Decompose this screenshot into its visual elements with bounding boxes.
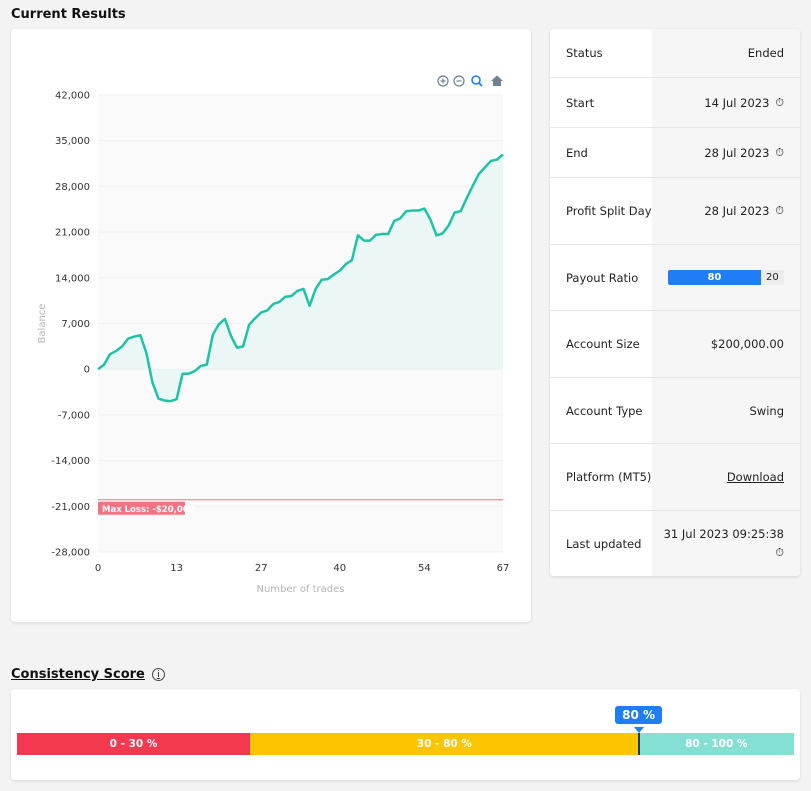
platform-value-cell: Download <box>652 444 800 510</box>
y-tick-label: -7,000 <box>58 410 90 421</box>
y-tick-label: -28,000 <box>51 548 90 559</box>
zoom-in-icon[interactable] <box>437 75 449 87</box>
consistency-score-title: Consistency Score i <box>11 667 165 682</box>
info-icon[interactable]: i <box>151 668 165 681</box>
consistency-score-value: 80 % <box>615 706 662 724</box>
account-type-label: Account Type <box>550 378 652 443</box>
account-size-value: $200,000.00 <box>652 311 800 377</box>
start-value-cell: 14 Jul 2023 ⏱ <box>652 78 800 127</box>
x-tick-label: 67 <box>497 563 510 574</box>
y-tick-label: 0 <box>84 365 90 376</box>
info-row-payout-ratio: Payout Ratio 80 20 <box>550 245 800 311</box>
payout-ratio-label: Payout Ratio <box>550 245 652 310</box>
payout-ratio-bar: 80 20 <box>668 270 784 285</box>
x-tick-label: 54 <box>418 563 431 574</box>
x-tick-label: 40 <box>333 563 346 574</box>
consistency-score-label: Consistency Score <box>11 667 145 682</box>
search-icon[interactable] <box>471 75 483 87</box>
consistency-segment: 30 - 80 % <box>250 733 639 755</box>
profit-split-value-cell: 28 Jul 2023 ⏱ <box>652 178 800 244</box>
account-type-value: Swing <box>652 378 800 443</box>
info-row-status: Status Ended <box>550 29 800 78</box>
balance-chart-card: 42,000 35,000 28,000 21,000 14,000 7,000 0 -7,0… <box>11 29 531 622</box>
max-loss-badge <box>98 501 185 515</box>
payout-firm-share: 20 <box>760 270 784 285</box>
consistency-segment: 0 - 30 % <box>17 733 251 755</box>
clock-icon: ⏱ <box>775 546 784 559</box>
home-icon[interactable] <box>491 75 503 87</box>
start-label: Start <box>550 78 652 127</box>
info-row-account-type: Account Type Swing <box>550 378 800 444</box>
x-axis-title: Number of trades <box>256 584 344 595</box>
x-tick-label: 27 <box>255 563 268 574</box>
x-tick-label: 13 <box>170 563 183 574</box>
info-row-account-size: Account Size $200,000.00 <box>550 311 800 378</box>
x-tick-label: 0 <box>95 563 101 574</box>
balance-line <box>97 153 504 403</box>
profit-split-label: Profit Split Day <box>550 178 652 244</box>
balance-area <box>98 154 503 402</box>
info-row-profit-split: Profit Split Day 28 Jul 2023 ⏱ <box>550 178 800 245</box>
score-marker-pointer <box>633 727 644 733</box>
last-updated-value-cell: 31 Jul 2023 09:25:38 ⏱ <box>652 511 800 576</box>
account-size-label: Account Size <box>550 311 652 377</box>
status-label: Status <box>550 29 652 77</box>
y-tick-label: 42,000 <box>55 91 90 102</box>
y-tick-label: 7,000 <box>61 319 90 330</box>
info-row-start: Start 14 Jul 2023 ⏱ <box>550 78 800 128</box>
end-value: 28 Jul 2023 <box>704 145 770 160</box>
profit-split-value: 28 Jul 2023 <box>704 204 770 218</box>
payout-trader-share: 80 <box>668 270 761 285</box>
consistency-segment: 80 - 100 % <box>638 733 794 755</box>
platform-label: Platform (MT5) <box>550 444 652 510</box>
status-value: Ended <box>652 29 800 77</box>
max-loss-label: Max Loss: -$20,000 <box>102 505 195 515</box>
info-row-end: End 28 Jul 2023 ⏱ <box>550 128 800 178</box>
account-info-table: Status Ended Start 14 Jul 2023 ⏱ End 28 … <box>550 29 800 576</box>
y-tick-label: 14,000 <box>55 273 90 284</box>
zoom-out-icon[interactable] <box>453 75 465 87</box>
y-tick-label: 35,000 <box>55 136 90 147</box>
payout-ratio-cell: 80 20 <box>652 245 800 310</box>
current-results-title: Current Results <box>11 7 126 22</box>
last-updated-label: Last updated <box>550 511 652 576</box>
clock-icon: ⏱ <box>775 95 784 109</box>
score-marker-line <box>637 733 640 755</box>
last-updated-value: 31 Jul 2023 09:25:38 <box>663 527 784 541</box>
consistency-score-bar: 0 - 30 % 30 - 80 % 80 - 100 % <box>17 733 794 755</box>
clock-icon: ⏱ <box>775 145 784 159</box>
end-value-cell: 28 Jul 2023 ⏱ <box>652 128 800 177</box>
start-value: 14 Jul 2023 <box>704 95 770 110</box>
info-row-last-updated: Last updated 31 Jul 2023 09:25:38 ⏱ <box>550 511 800 576</box>
y-tick-label: 28,000 <box>55 182 90 193</box>
balance-chart: 42,000 35,000 28,000 21,000 14,000 7,000 0 -7,0… <box>37 75 510 595</box>
y-tick-label: -14,000 <box>51 456 90 467</box>
end-label: End <box>550 128 652 177</box>
download-link[interactable]: Download <box>726 470 784 484</box>
consistency-score-card: 80 % 0 - 30 % 30 - 80 % 80 - 100 % <box>11 689 800 780</box>
y-axis-title: Balance <box>37 304 48 344</box>
y-tick-label: 21,000 <box>55 228 90 239</box>
y-tick-label: -21,000 <box>51 502 90 513</box>
clock-icon: ⏱ <box>775 204 784 217</box>
info-row-platform: Platform (MT5) Download <box>550 444 800 511</box>
